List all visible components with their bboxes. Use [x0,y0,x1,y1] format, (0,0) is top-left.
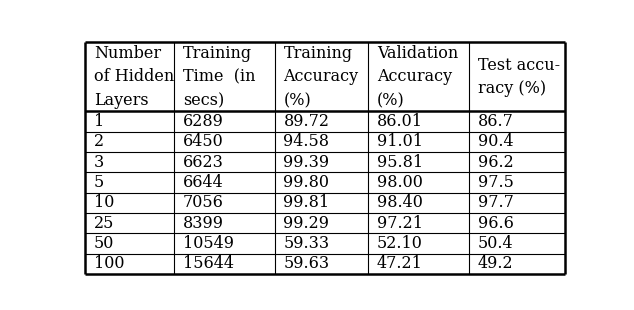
Text: 90.4: 90.4 [477,133,514,150]
Text: 100: 100 [94,255,124,272]
Text: 59.33: 59.33 [283,235,330,252]
Text: 94.58: 94.58 [283,133,330,150]
Text: 96.2: 96.2 [477,154,514,171]
Text: 7056: 7056 [183,194,224,211]
Text: 99.39: 99.39 [283,154,330,171]
Text: 10: 10 [94,194,114,211]
Text: Training
Time  (in
secs): Training Time (in secs) [183,45,256,109]
Text: 99.80: 99.80 [283,174,330,191]
Text: 2: 2 [94,133,104,150]
Text: 95.81: 95.81 [377,154,423,171]
Text: 49.2: 49.2 [477,255,514,272]
Text: 97.21: 97.21 [377,215,423,232]
Text: 6623: 6623 [183,154,224,171]
Text: 3: 3 [94,154,104,171]
Text: 50: 50 [94,235,114,252]
Text: 59.63: 59.63 [283,255,330,272]
Text: 50.4: 50.4 [477,235,514,252]
Text: 1: 1 [94,113,104,130]
Text: 86.7: 86.7 [477,113,514,130]
Text: Validation
Accuracy
(%): Validation Accuracy (%) [377,45,458,109]
Text: 15644: 15644 [183,255,234,272]
Text: 6644: 6644 [183,174,223,191]
Text: 5: 5 [94,174,104,191]
Text: 52.10: 52.10 [377,235,423,252]
Text: 97.7: 97.7 [477,194,514,211]
Text: 10549: 10549 [183,235,234,252]
Text: 97.5: 97.5 [477,174,514,191]
Text: Test accu-
racy (%): Test accu- racy (%) [477,57,560,97]
Text: 47.21: 47.21 [377,255,423,272]
Text: 98.40: 98.40 [377,194,423,211]
Text: Number
of Hidden
Layers: Number of Hidden Layers [94,45,174,109]
Text: 25: 25 [94,215,114,232]
Text: 96.6: 96.6 [477,215,514,232]
Text: 6289: 6289 [183,113,224,130]
Text: 91.01: 91.01 [377,133,423,150]
Text: 6450: 6450 [183,133,223,150]
Text: 89.72: 89.72 [283,113,330,130]
Text: 99.81: 99.81 [283,194,330,211]
Text: 99.29: 99.29 [283,215,330,232]
Text: 98.00: 98.00 [377,174,423,191]
Text: Training
Accuracy
(%): Training Accuracy (%) [283,45,359,109]
Text: 86.01: 86.01 [377,113,423,130]
Text: 8399: 8399 [183,215,224,232]
